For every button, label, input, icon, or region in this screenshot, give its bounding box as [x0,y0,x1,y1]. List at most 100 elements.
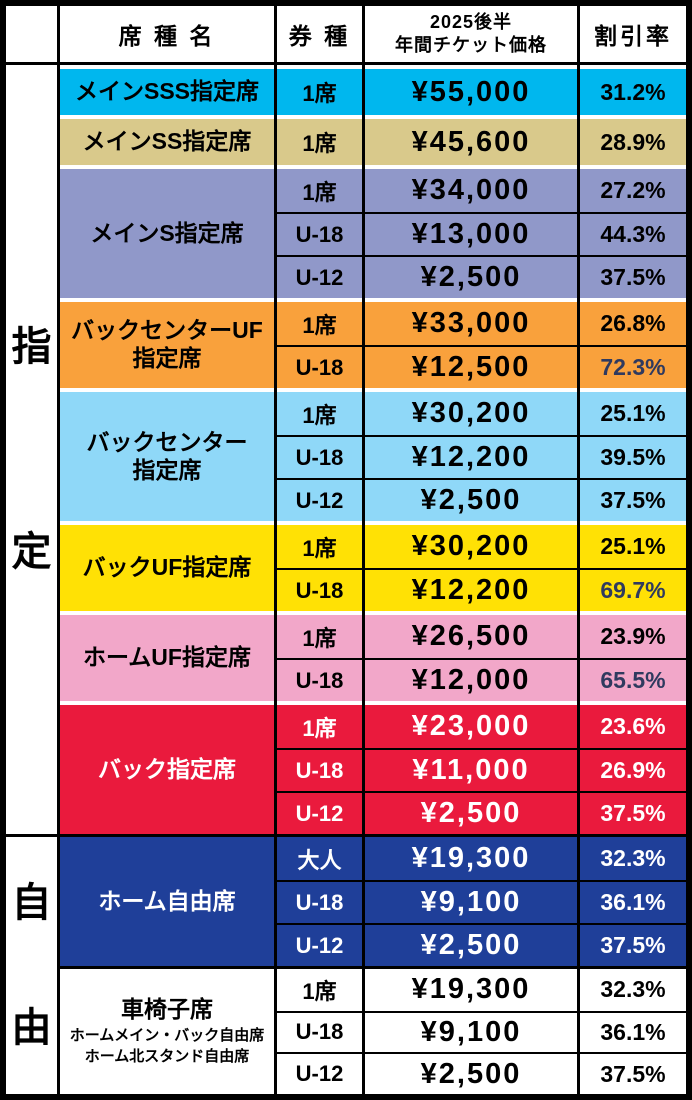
ticket-type-cell: U-18 [277,345,362,388]
ticket-price-cell: ¥2,500 [365,923,577,966]
seat-group-back: バック指定席 1席 ¥23,000 23.6% U-18 ¥11,000 26.9% U-12… [60,705,686,834]
ticket-price-cell: ¥12,200 [365,568,577,611]
ticket-type-cell: 1席 [277,615,362,658]
gap-cell [580,521,686,525]
discount-rate-cell: 37.5% [580,923,686,966]
gap-cell [60,115,274,119]
section-char: 自 [11,881,52,925]
gap-cell [365,521,577,525]
ticket-type-cell: 1席 [277,969,362,1011]
ticket-price-cell: ¥2,500 [365,255,577,298]
seat-name-cell: ホームUF指定席 [60,615,274,701]
ticket-type-cell: U-18 [277,568,362,611]
discount-rate-cell: 25.1% [580,525,686,568]
ticket-type-cell: U-18 [277,1010,362,1053]
discount-rate-cell: 44.3% [580,212,686,255]
ticket-price-cell: ¥55,000 [365,69,577,115]
discount-rate-cell: 36.1% [580,880,686,923]
gap-cell [580,298,686,302]
seat-name: メインSS指定席 [82,128,252,155]
seat-group-main-ss: メインSS指定席 1席 ¥45,600 28.9% [60,119,686,165]
section-char: 定 [11,530,52,574]
ticket-type-cell: 1席 [277,525,362,568]
ticket-price-cell: ¥30,200 [365,392,577,435]
header-price: 2025後半 年間チケット価格 [365,6,577,62]
seat-group-back-center-uf: バックセンターUF 指定席 1席 ¥33,000 26.8% U-18 ¥12,500 72.… [60,302,686,388]
seat-name: メインSSS指定席 [74,78,260,105]
gap-cell [60,388,274,392]
ticket-price-cell: ¥19,300 [365,969,577,1011]
seat-group-main-sss: メインSSS指定席 1席 ¥55,000 31.2% [60,69,686,115]
ticket-type-cell: U-12 [277,1052,362,1094]
seat-name-line2: 指定席 [132,456,202,483]
ticket-price-cell: ¥34,000 [365,169,577,212]
discount-rate-cell: 65.5% [580,658,686,701]
seat-group-back-center: バックセンター 指定席 1席 ¥30,200 25.1% U-18 ¥12,200 39.5%… [60,392,686,521]
seat-name: バックセンター [86,428,248,455]
section-divider-left [6,834,57,837]
seat-name-cell: バック指定席 [60,705,274,834]
seat-group-back-uf: バックUF指定席 1席 ¥30,200 25.1% U-18 ¥12,200 69.7% [60,525,686,611]
gap-cell [60,701,274,705]
header-ticket-type: 券 種 [277,6,362,62]
seat-name-cell: バックUF指定席 [60,525,274,611]
seat-name-cell: メインSS指定席 [60,119,274,165]
gap-cell [365,65,577,69]
group-gap [60,521,686,525]
discount-rate-cell: 28.9% [580,119,686,165]
seat-group-main-s: メインS指定席 1席 ¥34,000 27.2% U-18 ¥13,000 44.3% U-1… [60,169,686,298]
discount-rate-cell: 69.7% [580,568,686,611]
discount-rate-cell: 26.8% [580,302,686,345]
ticket-price-cell: ¥12,500 [365,345,577,388]
ticket-type-cell: U-12 [277,923,362,966]
ticket-type-cell: U-12 [277,791,362,834]
discount-rate-cell: 37.5% [580,791,686,834]
group-gap [60,65,686,69]
ticket-type-cell: U-18 [277,658,362,701]
ticket-type-cell: 1席 [277,302,362,345]
ticket-price-cell: ¥23,000 [365,705,577,748]
gap-cell [365,115,577,119]
seat-name-cell: 車椅子席 ホームメイン・バック自由席 ホーム北スタンド自由席 [60,969,274,1094]
seat-name-cell: メインSSS指定席 [60,69,274,115]
section-char: 由 [11,1006,52,1050]
gap-cell [277,165,362,169]
discount-rate-cell: 39.5% [580,435,686,478]
discount-rate-cell: 37.5% [580,1052,686,1094]
seat-name: バックUF指定席 [82,554,252,581]
ticket-type-cell: U-18 [277,880,362,923]
ticket-price-cell: ¥30,200 [365,525,577,568]
header-seat-name: 席 種 名 [60,6,274,62]
discount-rate-cell: 36.1% [580,1010,686,1053]
gap-cell [277,388,362,392]
ticket-type-cell: 1席 [277,705,362,748]
discount-rate-cell: 31.2% [580,69,686,115]
seat-name-cell: ホーム自由席 [60,837,274,966]
group-gap [60,388,686,392]
ticket-price-cell: ¥9,100 [365,1010,577,1053]
seat-name: ホームUF指定席 [83,644,251,671]
gap-cell [60,65,274,69]
ticket-price-cell: ¥9,100 [365,880,577,923]
ticket-type-cell: 1席 [277,69,362,115]
header-discount: 割引率 [580,6,686,62]
gap-cell [277,65,362,69]
gap-cell [277,701,362,705]
gap-cell [60,611,274,615]
gap-cell [365,611,577,615]
seat-name: バックセンターUF [71,317,263,344]
seat-name-cell: バックセンターUF 指定席 [60,302,274,388]
header-divider-left [6,62,57,65]
discount-rate-cell: 23.6% [580,705,686,748]
ticket-price-cell: ¥2,500 [365,1052,577,1094]
ticket-price-cell: ¥45,600 [365,119,577,165]
header-price-line1: 2025後半 [429,11,513,32]
ticket-type-cell: U-12 [277,478,362,521]
seat-group-wheelchair: 車椅子席 ホームメイン・バック自由席 ホーム北スタンド自由席 1席 ¥19,300 32.… [60,969,686,1094]
gap-cell [365,298,577,302]
ticket-price-cell: ¥2,500 [365,478,577,521]
group-gap [60,298,686,302]
gap-cell [580,611,686,615]
ticket-price-cell: ¥2,500 [365,791,577,834]
